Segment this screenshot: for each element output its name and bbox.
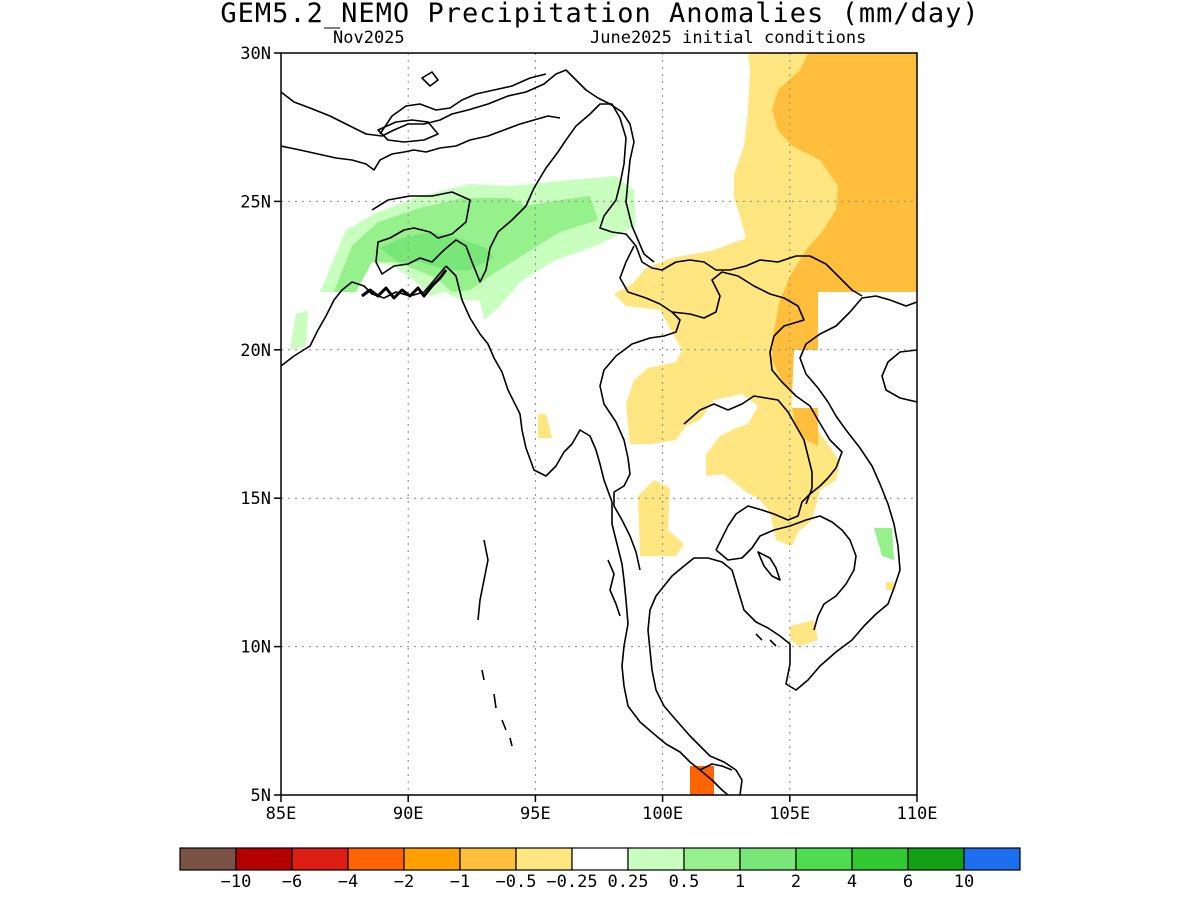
colorbar-swatch — [403, 847, 461, 871]
x-tick-label: 105E — [769, 804, 810, 824]
y-tick-label: 30N — [240, 44, 271, 64]
colorbar-swatch — [963, 847, 1021, 871]
colorbar-label: 0.5 — [669, 872, 700, 892]
dry-anomaly-light-mekong — [790, 620, 818, 646]
latitude-axis: 5N 10N 15N 20N 25N 30N — [240, 44, 281, 806]
anomaly-fields — [290, 53, 917, 795]
colorbar-swatch — [795, 847, 853, 871]
coastline-delta — [361, 269, 448, 300]
colorbar-label: −2 — [394, 872, 414, 892]
longitude-axis: 85E 90E 95E 100E 105E 110E — [266, 795, 938, 824]
colorbar-swatch — [627, 847, 685, 871]
coastline-india — [281, 265, 447, 367]
colorbar-swatch — [459, 847, 517, 871]
border-cambodia — [715, 515, 857, 631]
coastline-hainan — [881, 349, 917, 403]
y-tick-label: 15N — [240, 489, 271, 509]
colorbar-label: 10 — [954, 872, 974, 892]
border-laos-thailand — [671, 271, 843, 551]
colorbar-swatch — [907, 847, 965, 871]
border-myanmar-thailand — [599, 245, 681, 571]
colorbar-label: 2 — [791, 872, 801, 892]
x-tick-label: 90E — [393, 804, 424, 824]
coastline-gulf-of-thailand — [647, 557, 791, 795]
x-tick-label: 95E — [520, 804, 551, 824]
map-frame — [280, 52, 918, 796]
colorbar-label: −1 — [450, 872, 470, 892]
dry-anomaly-light-thailand — [638, 480, 684, 556]
coastlines-and-borders — [281, 69, 917, 795]
colorbar-label: −10 — [221, 872, 252, 892]
dry-anomaly-light-coastal-dot — [886, 582, 894, 590]
colorbar-swatch — [683, 847, 741, 871]
colorbar-label: −0.25 — [546, 872, 597, 892]
border-bhutan — [377, 119, 439, 143]
dry-anomaly-light-myanmar — [538, 414, 552, 438]
colorbar-swatch — [347, 847, 405, 871]
border-laos-thailand-mekong — [683, 395, 813, 505]
coastline-myanmar — [445, 265, 729, 795]
colorbar-label: −4 — [338, 872, 358, 892]
x-tick-label: 100E — [642, 804, 683, 824]
border-myanmar-china — [565, 103, 835, 273]
y-tick-label: 20N — [240, 341, 271, 361]
colorbar-swatch — [291, 847, 349, 871]
dry-anomaly-strong — [690, 766, 714, 795]
colorbar-label: 4 — [847, 872, 857, 892]
border-bangladesh — [371, 139, 567, 283]
forecast-month: Nov2025 — [333, 28, 405, 48]
x-tick-label: 85E — [266, 804, 297, 824]
colorbar-swatch — [739, 847, 797, 871]
colorbar-swatch — [235, 847, 293, 871]
lake-tibet — [421, 71, 439, 87]
lake-tonle-sap — [757, 551, 781, 581]
y-tick-label: 10N — [240, 638, 271, 658]
dry-anomaly-moderate-laos — [792, 408, 818, 446]
border-nepal-tibet — [281, 69, 655, 263]
y-tick-label: 5N — [251, 786, 271, 806]
colorbar-swatch — [179, 847, 237, 871]
wet-anomaly-vietnam — [874, 528, 894, 560]
colorbar-label: −6 — [282, 872, 302, 892]
wet-anomaly-strong — [380, 232, 494, 270]
colorbar-label: −0.5 — [496, 872, 537, 892]
coastline-vietnam-south — [785, 295, 917, 691]
islands-nicobar — [481, 669, 513, 747]
islands-mergui — [607, 559, 621, 617]
map-title: GEM5.2_NEMO Precipitation Anomalies (mm/… — [220, 0, 980, 29]
colorbar-label: 1 — [735, 872, 745, 892]
colorbar-swatch — [851, 847, 909, 871]
wet-anomaly-light-coast — [290, 310, 308, 350]
border-india-nepal — [281, 115, 561, 171]
colorbar-swatch — [515, 847, 573, 871]
dry-anomaly-moderate — [772, 53, 917, 390]
colorbar-swatch — [571, 847, 629, 871]
islands-andaman — [477, 539, 489, 621]
colorbar-label: 0.25 — [608, 872, 649, 892]
colorbar: −10 −6 −4 −2 −1 −0.5 −0.25 0.25 0.5 1 2 4 6 10 — [179, 847, 1021, 892]
border-vietnam-china — [833, 271, 863, 297]
colorbar-label: 6 — [903, 872, 913, 892]
border-malaysia — [699, 763, 733, 771]
initial-conditions: June2025 initial conditions — [590, 28, 867, 48]
border-tibet-inner — [379, 73, 547, 135]
y-tick-label: 25N — [240, 192, 271, 212]
islands-phuquoc — [755, 633, 777, 647]
x-tick-label: 110E — [897, 804, 938, 824]
